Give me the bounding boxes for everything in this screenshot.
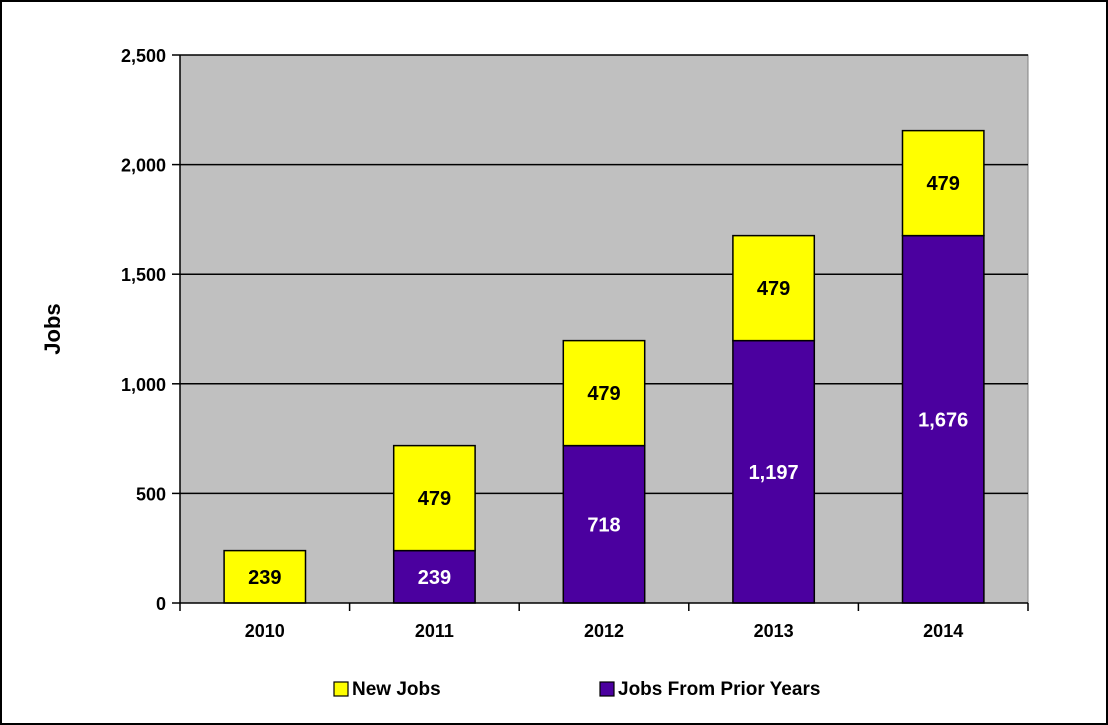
x-tick-label: 2011 <box>415 621 454 641</box>
y-tick-label: 1,000 <box>121 375 166 395</box>
data-label: 479 <box>757 278 790 300</box>
bar-segment <box>392 444 476 552</box>
data-label: 718 <box>587 514 620 536</box>
y-tick-label: 2,000 <box>121 156 166 176</box>
x-tick-label: 2013 <box>754 621 794 641</box>
data-labels: 239 239 479 718 479 1,197 479 1,676 479 <box>248 173 968 589</box>
bar-segment <box>732 339 816 604</box>
axes: 0 500 1,000 1,500 2,000 2,500 2010 2011 2012 2013… <box>121 46 1029 641</box>
y-tick-label: 500 <box>136 484 166 504</box>
bar-segment <box>562 339 646 447</box>
x-tick-label: 2012 <box>584 621 624 641</box>
y-axis-title: Jobs <box>40 303 65 354</box>
bar-segment <box>732 234 816 342</box>
y-tick-label: 0 <box>156 594 166 614</box>
bar-segment <box>901 129 985 237</box>
legend: New Jobs Jobs From Prior Years <box>333 679 820 700</box>
y-tick-label: 1,500 <box>121 265 166 285</box>
data-label: 1,197 <box>749 462 799 484</box>
data-label: 1,676 <box>918 409 968 431</box>
y-tick-label: 2,500 <box>121 46 166 66</box>
legend-label: New Jobs <box>352 679 441 700</box>
data-label: 479 <box>927 173 960 195</box>
legend-label: Jobs From Prior Years <box>618 679 820 700</box>
legend-swatch <box>333 681 349 697</box>
bar-segment <box>223 549 307 604</box>
data-label: 239 <box>248 567 281 589</box>
x-tick-label: 2014 <box>923 621 963 641</box>
bars <box>223 129 985 604</box>
data-label: 239 <box>418 567 451 589</box>
bar-segment <box>901 234 985 604</box>
data-label: 479 <box>587 383 620 405</box>
x-tick-label: 2010 <box>245 621 285 641</box>
data-label: 479 <box>418 488 451 510</box>
legend-swatch <box>599 681 615 697</box>
